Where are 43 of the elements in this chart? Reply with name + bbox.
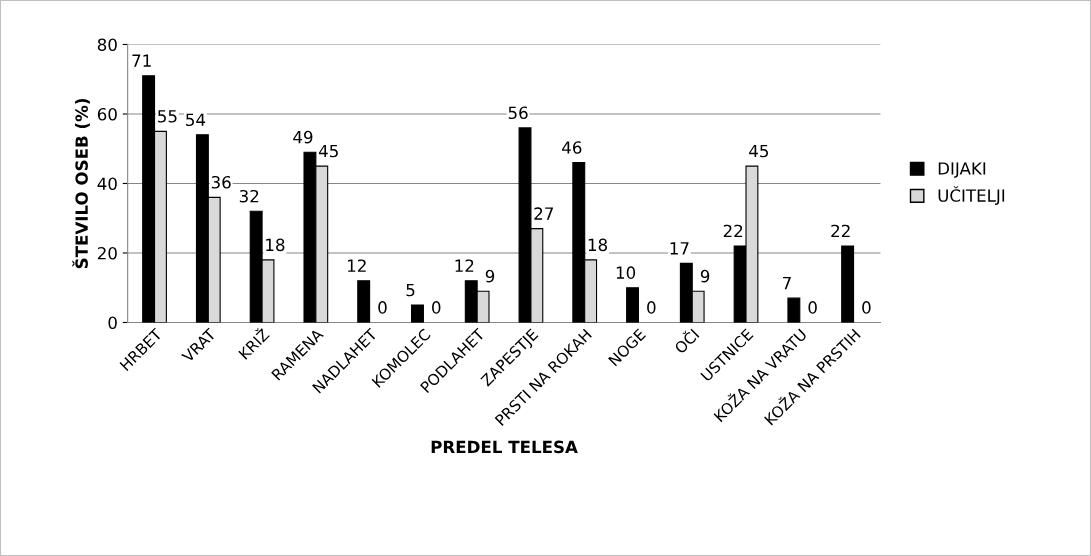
data-label: 18 xyxy=(266,238,285,252)
data-label: 0 xyxy=(432,301,441,314)
data-label: 36 xyxy=(211,175,231,189)
bar xyxy=(787,297,801,323)
data-label: 27 xyxy=(534,207,553,220)
data-label: 56 xyxy=(508,106,528,120)
data-label: 17 xyxy=(670,242,689,255)
y-tick-label: 40 xyxy=(97,177,117,191)
data-label: 0 xyxy=(647,301,656,314)
data-label: 12 xyxy=(455,259,474,272)
bar xyxy=(626,287,640,323)
data-label: 45 xyxy=(318,144,338,158)
data-label: 71 xyxy=(132,54,151,67)
data-label: 0 xyxy=(378,301,387,314)
data-label: 22 xyxy=(723,224,743,238)
data-label: 0 xyxy=(862,301,871,314)
data-label: 0 xyxy=(808,301,817,314)
data-label: 45 xyxy=(749,144,769,158)
data-label: 9 xyxy=(485,269,495,283)
data-label: 32 xyxy=(239,189,259,203)
data-label: 54 xyxy=(186,113,206,127)
y-tick-label: 0 xyxy=(108,316,117,330)
bar xyxy=(411,304,424,323)
data-label: 55 xyxy=(158,110,177,123)
bar xyxy=(841,245,855,323)
data-label: 46 xyxy=(562,141,582,154)
data-label: 49 xyxy=(293,130,313,144)
legend-label: DIJAKI xyxy=(938,162,986,178)
x-axis-title: PREDEL TELESA xyxy=(431,440,578,454)
data-label: 22 xyxy=(831,224,850,238)
data-label: 18 xyxy=(588,238,608,252)
data-label: 7 xyxy=(782,276,791,290)
data-label: 10 xyxy=(616,266,636,279)
data-label: 12 xyxy=(347,259,366,272)
x-tick-label: OČI xyxy=(671,326,700,355)
y-tick-label: 20 xyxy=(97,246,117,260)
data-label: 9 xyxy=(700,269,710,283)
data-label: 5 xyxy=(406,283,415,297)
bar xyxy=(357,280,371,323)
legend-label: UČITELJI xyxy=(938,186,1005,205)
y-tick-label: 60 xyxy=(97,107,117,121)
y-tick-label: 80 xyxy=(97,38,117,52)
y-axis-title: ŠTEVILO OSEB (%) xyxy=(72,98,90,269)
